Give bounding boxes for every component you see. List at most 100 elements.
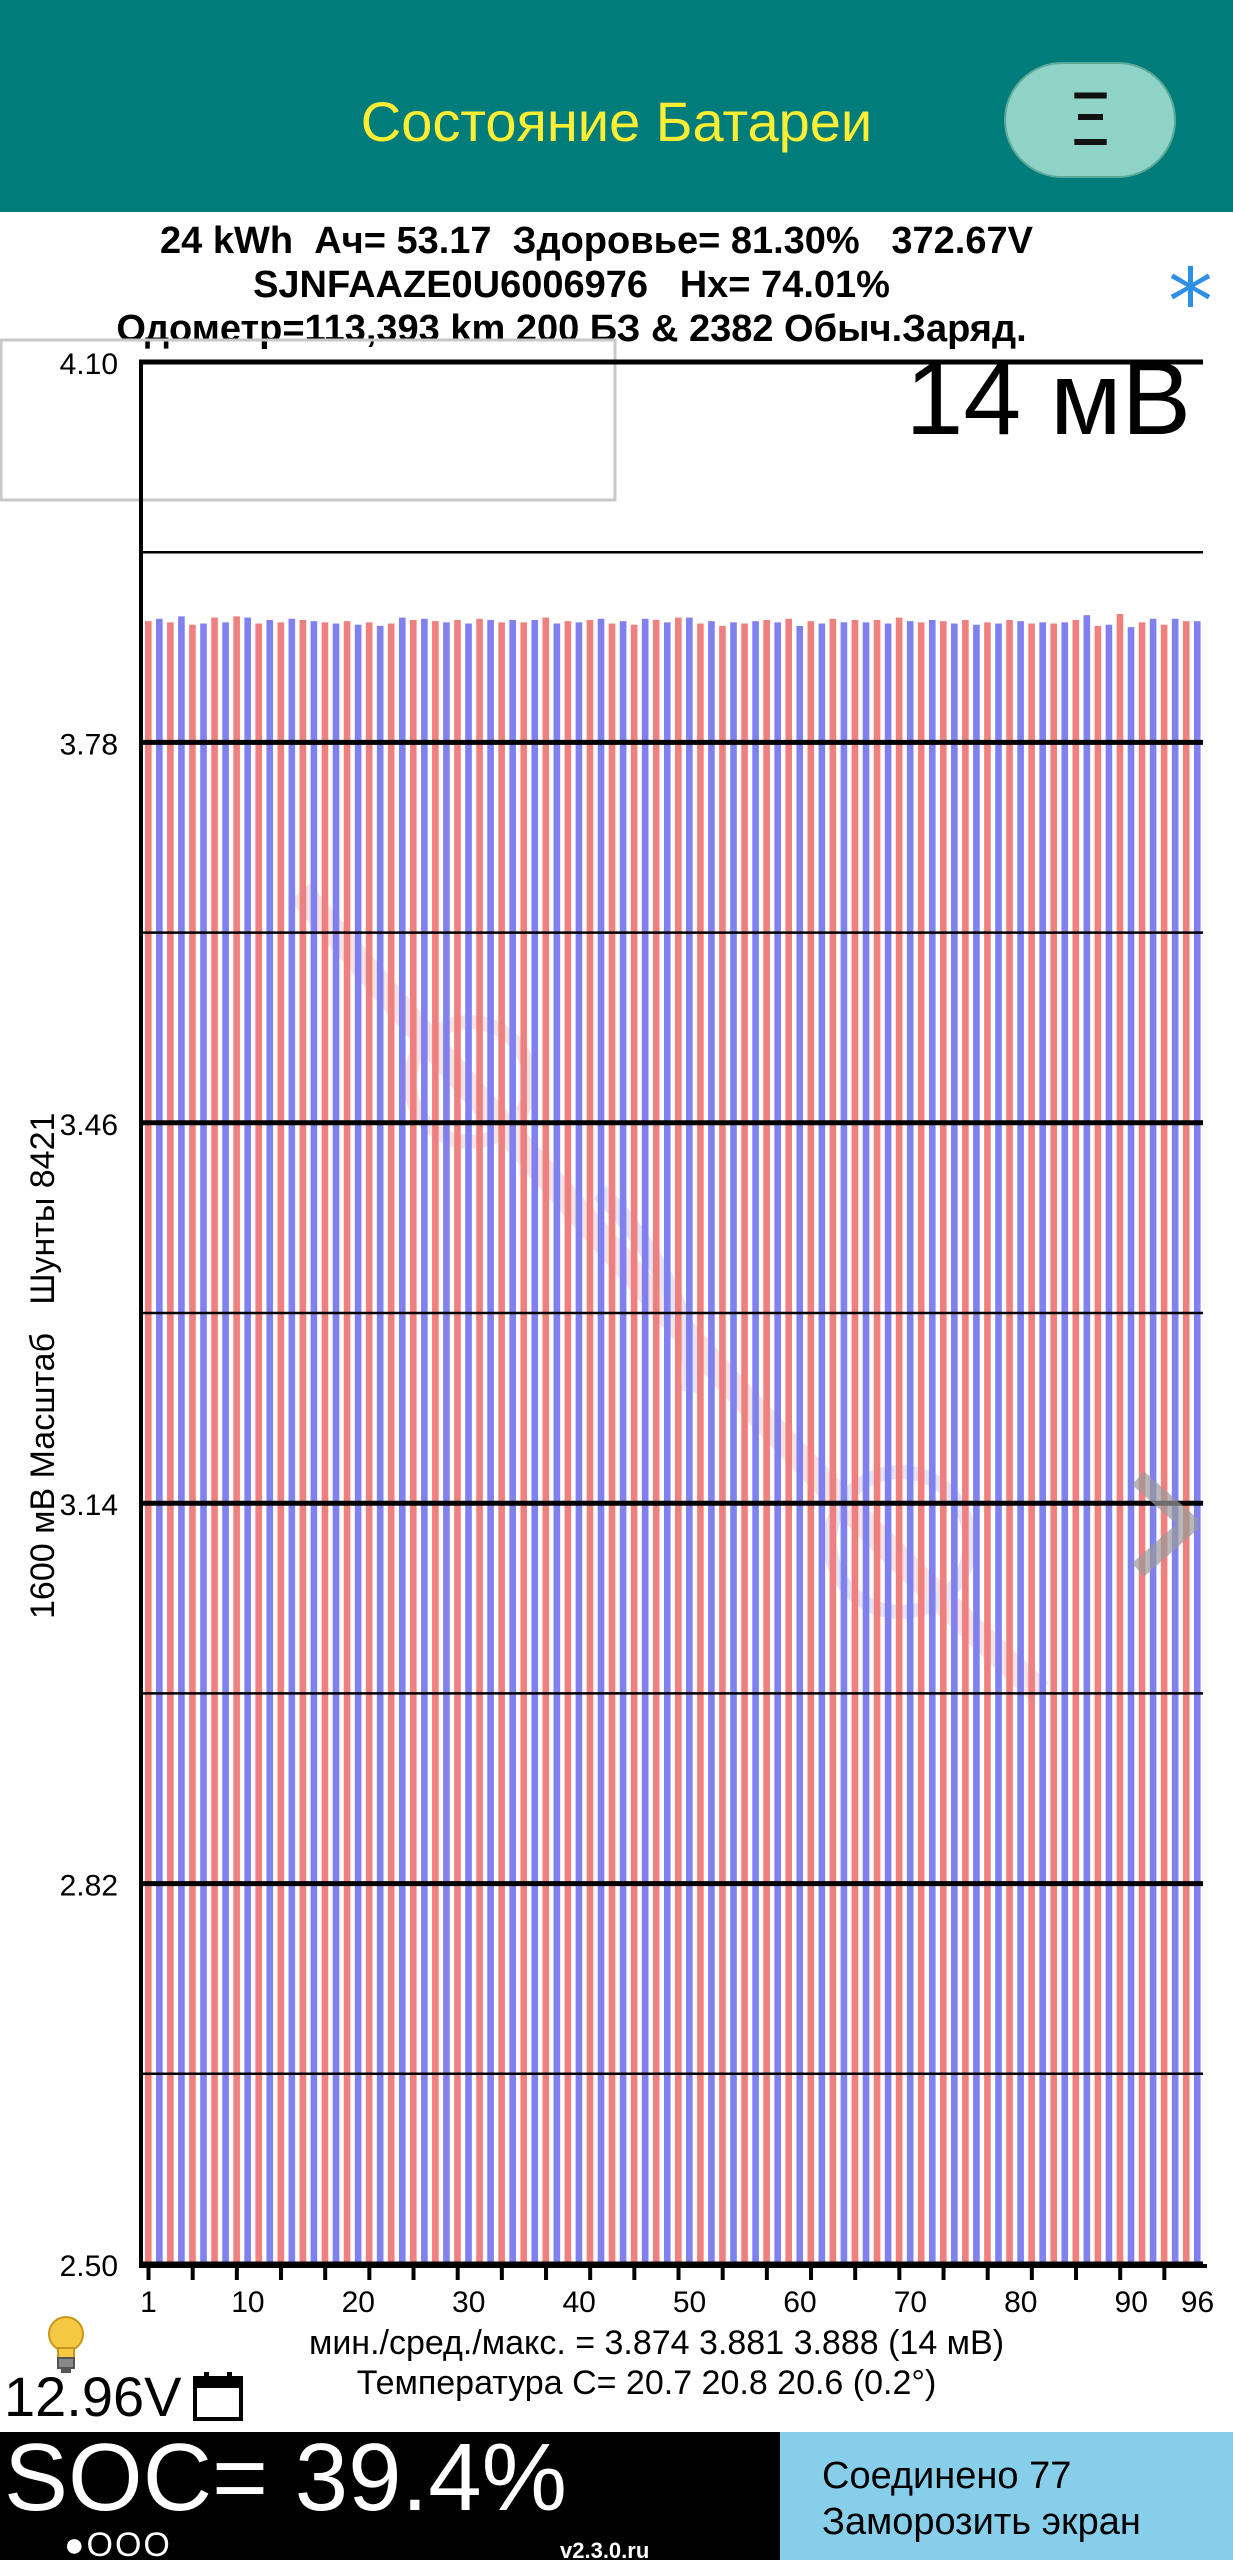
voltage-spread-value: 14 мВ [905, 341, 1191, 457]
y-tick-label: 4.10 [60, 348, 118, 381]
cell-bar [1105, 624, 1113, 2264]
cell-bar [807, 621, 815, 2264]
cell-bar [630, 624, 638, 2264]
cell-bar [697, 623, 704, 2264]
min-avg-max-line: мин./сред./макс. = 3.874 3.881 3.888 (14… [308, 2324, 1005, 2362]
page-title: Состояние Батареи [360, 90, 873, 153]
x-tick-label: 40 [562, 2286, 595, 2319]
cell-bar [1028, 623, 1035, 2264]
cell-bar [299, 619, 307, 2264]
y-tick-label: 3.78 [60, 728, 118, 761]
x-tick-label: 80 [1004, 2286, 1037, 2319]
y-tick-label: 2.50 [60, 2250, 118, 2283]
cell-bar [708, 621, 715, 2264]
cell-bar [343, 621, 351, 2264]
cell-bar [178, 616, 185, 2264]
temperature-line: Температура C= 20.7 20.8 20.6 (0.2°) [356, 2364, 937, 2402]
cell-bar [686, 617, 693, 2264]
cell-bar [266, 619, 274, 2264]
cell-bar [619, 621, 627, 2264]
app-header: Состояние Батареи Ξ [0, 0, 1233, 212]
cell-bar [575, 622, 583, 2264]
cell-bar [200, 623, 207, 2264]
y-tick-label: 3.14 [60, 1489, 118, 1522]
cell-bar [674, 617, 682, 2264]
spread-box [0, 338, 617, 502]
cell-bar [818, 623, 826, 2264]
cell-bar [663, 622, 671, 2264]
star-icon[interactable]: * [1168, 250, 1213, 355]
cell-bar [719, 625, 726, 2264]
cell-bar [443, 622, 450, 2264]
cell-bar [1061, 622, 1069, 2264]
soc-panel: SOC= 39.4% ●OOO v2.3.0.ru [0, 2426, 780, 2564]
cell-bar [917, 622, 925, 2264]
cell-bar [928, 619, 936, 2264]
cell-bar [1039, 622, 1046, 2264]
cell-bar [730, 622, 737, 2264]
x-tick-label: 30 [452, 2286, 485, 2319]
chart-bars [144, 614, 1201, 2265]
y-axis-label: 1600 мВ Масштаб Шунты 8421 [24, 1112, 62, 1619]
cell-bar [829, 618, 837, 2264]
cell-bar [884, 623, 892, 2264]
cell-bar [421, 618, 428, 2264]
cell-bar [354, 624, 362, 2264]
y-tick-label: 3.46 [60, 1109, 118, 1142]
cell-bar [995, 623, 1002, 2264]
calendar-icon[interactable] [192, 2370, 244, 2422]
cell-bar [840, 622, 848, 2264]
cell-bar [906, 621, 914, 2264]
cell-bar [785, 618, 793, 2264]
cell-bar [1160, 624, 1168, 2264]
cell-bar [586, 619, 594, 2264]
vin-health-line: SJNFAAZE0U6006976 Hx= 74.01% [253, 264, 890, 306]
cell-bar [398, 617, 406, 2264]
page-indicator[interactable]: ●OOO [64, 2526, 172, 2564]
cell-bar [597, 618, 605, 2264]
x-axis: 1 10 20 30 40 50 60 70 80 90 96 [139, 2264, 1214, 2319]
cell-bar [851, 619, 859, 2264]
menu-button[interactable]: Ξ [1004, 62, 1176, 178]
cell-bar [641, 618, 649, 2264]
cell-bar [409, 619, 417, 2264]
x-tick-label: 50 [673, 2286, 706, 2319]
cell-bar [244, 617, 251, 2264]
cell-bar [1149, 618, 1157, 2264]
cell-bar [509, 619, 516, 2264]
app-version: v2.3.0.ru [560, 2538, 650, 2563]
cell-bar [531, 619, 539, 2264]
aux-battery-voltage: 12.96V [4, 2365, 182, 2428]
cell-bar [951, 623, 958, 2264]
cell-bar [862, 622, 870, 2264]
cell-bar [476, 618, 483, 2264]
cell-bar [310, 621, 318, 2264]
cell-bar [1006, 619, 1013, 2264]
cell-bar [288, 618, 296, 2264]
lightbulb-icon[interactable] [44, 2314, 88, 2376]
cell-bar [1094, 625, 1102, 2264]
cell-bar [1182, 621, 1190, 2264]
cell-bar [873, 619, 881, 2264]
freeze-screen-button[interactable]: Заморозить экран [822, 2501, 1141, 2543]
x-tick-label: 10 [231, 2286, 264, 2319]
cell-bar [387, 623, 395, 2264]
cell-bar [156, 618, 163, 2264]
x-tick-label: 96 [1181, 2286, 1214, 2319]
cell-bar [1050, 623, 1058, 2264]
main-content: 24 kWh Ач= 53.17 Здоровье= 81.30% 372.67… [0, 212, 1233, 2560]
chevron-right-icon[interactable] [1128, 1472, 1198, 1576]
cell-bar [553, 623, 561, 2264]
x-tick-label: 90 [1115, 2286, 1148, 2319]
cell-bar [465, 623, 472, 2264]
cell-bar [321, 622, 329, 2264]
cell-bar [1116, 614, 1124, 2264]
cell-bar [1083, 615, 1091, 2265]
cell-bar [774, 622, 781, 2264]
cell-bar [973, 624, 980, 2264]
battery-summary-line: 24 kWh Ач= 53.17 Здоровье= 81.30% 372.67… [160, 220, 1033, 262]
cell-bar [1017, 621, 1024, 2264]
x-tick-label: 60 [783, 2286, 816, 2319]
x-tick-label: 20 [342, 2286, 375, 2319]
cell-bar [1072, 619, 1080, 2264]
